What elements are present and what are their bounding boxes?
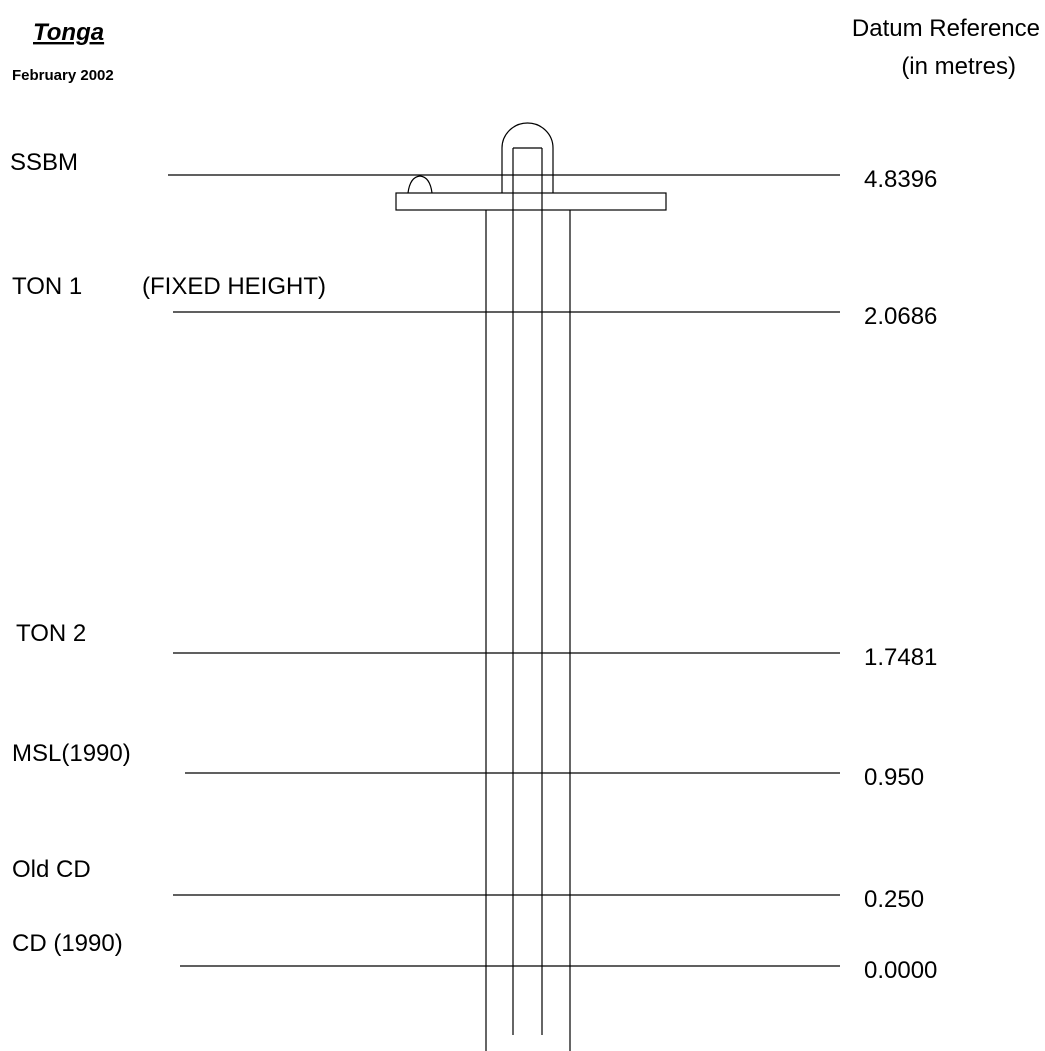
subtitle: February 2002	[12, 67, 114, 84]
level-value: 2.0686	[864, 303, 937, 330]
level-value: 0.950	[864, 764, 924, 791]
level-note: (FIXED HEIGHT)	[142, 273, 326, 300]
level-value: 1.7481	[864, 644, 937, 671]
level-label: SSBM	[10, 149, 78, 176]
level-value: 4.8396	[864, 166, 937, 193]
level-label: MSL(1990)	[12, 740, 131, 767]
column-title: (in metres)	[901, 53, 1016, 80]
level-label: CD (1990)	[12, 930, 123, 957]
level-value: 0.250	[864, 886, 924, 913]
level-label: TON 2	[16, 620, 86, 647]
level-value: 0.0000	[864, 957, 937, 984]
title: Tonga	[33, 19, 104, 46]
benchmark-structure	[395, 122, 667, 1051]
level-label: Old CD	[12, 856, 91, 883]
column-title: Datum Reference	[852, 15, 1040, 42]
level-label: TON 1	[12, 273, 82, 300]
